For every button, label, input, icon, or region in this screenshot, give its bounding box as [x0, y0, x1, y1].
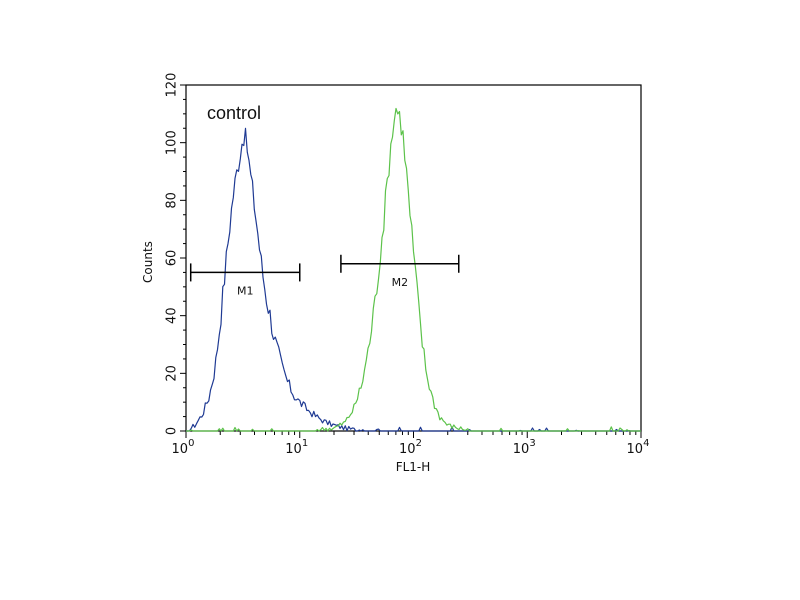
x-tick-label: 103 — [513, 438, 536, 457]
x-tick-base: 10 — [285, 442, 302, 457]
y-axis-title: Counts — [141, 241, 155, 283]
x-axis-title: FL1-H — [396, 460, 431, 474]
x-tick-label: 101 — [285, 438, 308, 457]
x-tick-exponent: 0 — [188, 438, 194, 449]
x-tick-exponent: 3 — [529, 438, 535, 449]
gate-label-m2: M2 — [392, 276, 409, 289]
gate-label-m1: M1 — [237, 284, 254, 297]
x-tick-base: 10 — [627, 442, 644, 457]
x-tick-exponent: 4 — [643, 438, 649, 449]
x-tick-label: 100 — [172, 438, 195, 457]
marker-layer: M1 M2 — [189, 254, 460, 297]
y-tick-label: 0 — [165, 427, 180, 435]
y-tick-label: 20 — [165, 365, 180, 382]
y-tick-label: 80 — [165, 192, 180, 209]
x-axis-ticks: 100 101 102 103 104 — [172, 431, 650, 457]
sample-histogram-line — [186, 107, 641, 432]
x-tick-label: 104 — [627, 438, 650, 457]
y-tick-label: 100 — [165, 130, 180, 155]
y-tick-label: 120 — [165, 73, 180, 98]
x-tick-label: 102 — [399, 438, 422, 457]
x-tick-exponent: 2 — [416, 438, 422, 449]
control-histogram-line — [186, 127, 641, 432]
series-layer — [186, 107, 641, 432]
x-tick-base: 10 — [399, 442, 416, 457]
y-tick-label: 40 — [165, 307, 180, 324]
x-tick-base: 10 — [513, 442, 530, 457]
x-tick-exponent: 1 — [302, 438, 308, 449]
y-axis-ticks: 0 20 40 60 80 100 120 — [165, 73, 186, 435]
plot-frame — [185, 84, 642, 432]
control-annotation: control — [207, 103, 261, 123]
y-tick-label: 60 — [165, 250, 180, 267]
x-tick-base: 10 — [172, 442, 189, 457]
